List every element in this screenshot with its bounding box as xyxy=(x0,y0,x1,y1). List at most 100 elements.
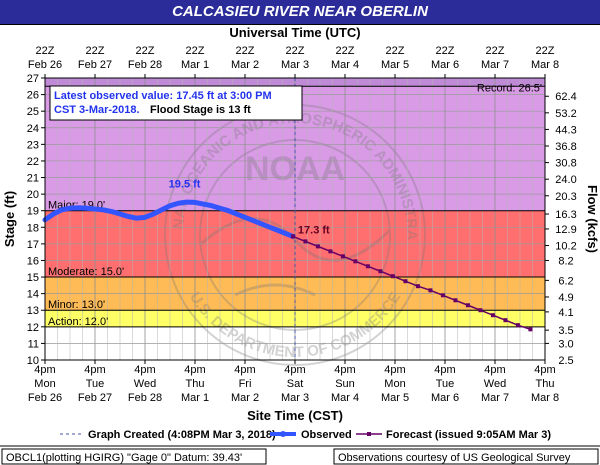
flow-tick-label: 3.0 xyxy=(558,338,573,350)
bottom-tick-label: 4pm xyxy=(184,364,205,376)
top-tick-date: Mar 2 xyxy=(231,59,259,71)
y-tick-label: 21 xyxy=(27,173,39,185)
forecast-point xyxy=(315,244,320,249)
top-tick-label: 22Z xyxy=(436,45,455,57)
stage-label: Minor: 13.0' xyxy=(48,299,105,311)
top-tick-label: 22Z xyxy=(86,45,105,57)
bottom-tick-day: Tue xyxy=(436,378,455,390)
y-tick-label: 19 xyxy=(27,206,39,218)
bottom-tick-label: 4pm xyxy=(234,364,255,376)
bottom-tick-label: 4pm xyxy=(534,364,555,376)
footer-left-text: OBCL1(plotting HGIRG) "Gage 0" Datum: 39… xyxy=(6,452,242,464)
bottom-tick-day: Fri xyxy=(239,378,252,390)
forecast-point xyxy=(403,279,408,284)
forecast-point xyxy=(365,264,370,269)
bottom-tick-label: 4pm xyxy=(434,364,455,376)
bottom-tick-date: Mar 3 xyxy=(281,392,309,404)
top-tick-date: Feb 27 xyxy=(78,59,112,71)
top-tick-date: Mar 4 xyxy=(331,59,359,71)
y-tick-label: 26 xyxy=(27,90,39,102)
top-tick-label: 22Z xyxy=(186,45,205,57)
forecast-point xyxy=(515,323,520,328)
flow-tick-label: 3.5 xyxy=(558,325,573,337)
forecast-point xyxy=(503,318,508,323)
bottom-tick-day: Mon xyxy=(384,378,405,390)
bottom-tick-date: Mar 5 xyxy=(381,392,409,404)
bottom-tick-date: Mar 6 xyxy=(431,392,459,404)
bottom-tick-day: Sun xyxy=(335,378,355,390)
x-axis-title: Site Time (CST) xyxy=(247,408,343,423)
bottom-tick-label: 4pm xyxy=(384,364,405,376)
forecast-point xyxy=(440,293,445,298)
forecast-point xyxy=(478,308,483,313)
bottom-tick-day: Tue xyxy=(86,378,105,390)
y-tick-label: 27 xyxy=(27,73,39,85)
y-tick-label: 13 xyxy=(27,305,39,317)
legend-created-label: Graph Created (4:08PM Mar 3, 2018) xyxy=(88,429,276,441)
bottom-tick-label: 4pm xyxy=(334,364,355,376)
top-tick-date: Mar 1 xyxy=(181,59,209,71)
flow-tick-label: 2.5 xyxy=(558,355,573,367)
top-tick-date: Mar 8 xyxy=(531,59,559,71)
top-tick-label: 22Z xyxy=(286,45,305,57)
flow-tick-label: 36.8 xyxy=(555,141,576,153)
top-tick-label: 22Z xyxy=(336,45,355,57)
annotation-box xyxy=(49,85,303,121)
flow-tick-label: 30.8 xyxy=(555,158,576,170)
forecast-point xyxy=(378,269,383,274)
flow-tick-label: 20.3 xyxy=(555,191,576,203)
flow-axis-title: Flow (kcfs) xyxy=(585,185,600,253)
stage-label: Action: 12.0' xyxy=(48,316,108,328)
bottom-tick-date: Mar 2 xyxy=(231,392,259,404)
y-tick-label: 22 xyxy=(27,156,39,168)
latest-label: 17.3 ft xyxy=(298,224,330,236)
flow-tick-label: 53.2 xyxy=(555,108,576,120)
title-bar: CALCASIEU RIVER NEAR OBERLIN xyxy=(0,0,600,25)
bottom-tick-date: Mar 1 xyxy=(181,392,209,404)
top-tick-date: Mar 3 xyxy=(281,59,309,71)
y-tick-label: 18 xyxy=(27,222,39,234)
bottom-tick-label: 4pm xyxy=(284,364,305,376)
y-tick-label: 15 xyxy=(27,272,39,284)
y-tick-label: 10 xyxy=(27,355,39,367)
flow-tick-label: 6.2 xyxy=(558,275,573,287)
annotation-line2: CST 3-Mar-2018. xyxy=(54,104,140,116)
top-tick-label: 22Z xyxy=(486,45,505,57)
top-axis-title: Universal Time (UTC) xyxy=(229,25,360,40)
legend-observed-label: Observed xyxy=(301,429,352,441)
y-tick-label: 16 xyxy=(27,255,39,267)
legend-forecast-marker xyxy=(367,432,371,436)
legend-forecast-label: Forecast (issued 9:05AM Mar 3) xyxy=(386,429,551,441)
y-tick-label: 25 xyxy=(27,106,39,118)
bottom-tick-label: 4pm xyxy=(134,364,155,376)
annotation-line3: Flood Stage is 13 ft xyxy=(150,104,251,116)
y-tick-label: 20 xyxy=(27,189,39,201)
annotation-line1: Latest observed value: 17.45 ft at 3:00 … xyxy=(54,90,272,102)
footer-right-box xyxy=(333,448,599,465)
flow-tick-label: 8.2 xyxy=(558,255,573,267)
top-tick-date: Feb 28 xyxy=(128,59,162,71)
watermark-bird xyxy=(234,283,316,297)
bottom-tick-date: Feb 26 xyxy=(28,392,62,404)
flow-tick-label: 16.3 xyxy=(555,209,576,221)
stage-label-record: Record: 26.5' xyxy=(477,82,542,94)
observed-series-line xyxy=(42,199,296,239)
y-axis-title: Stage (ft) xyxy=(2,191,17,247)
forecast-point xyxy=(415,284,420,289)
y-tick-label: 23 xyxy=(27,139,39,151)
bottom-tick-day: Sat xyxy=(287,378,304,390)
forecast-point xyxy=(490,313,495,318)
bottom-tick-label: 4pm xyxy=(34,364,55,376)
top-tick-label: 22Z xyxy=(36,45,55,57)
bottom-tick-date: Mar 7 xyxy=(481,392,509,404)
bottom-tick-date: Mar 8 xyxy=(531,392,559,404)
bottom-tick-label: 4pm xyxy=(84,364,105,376)
top-tick-date: Mar 6 xyxy=(431,59,459,71)
bottom-tick-label: 4pm xyxy=(484,364,505,376)
forecast-point xyxy=(390,274,395,279)
forecast-point xyxy=(528,327,533,332)
bottom-tick-date: Feb 28 xyxy=(128,392,162,404)
flow-tick-label: 12.9 xyxy=(555,224,576,236)
flow-tick-label: 24.0 xyxy=(555,174,576,186)
